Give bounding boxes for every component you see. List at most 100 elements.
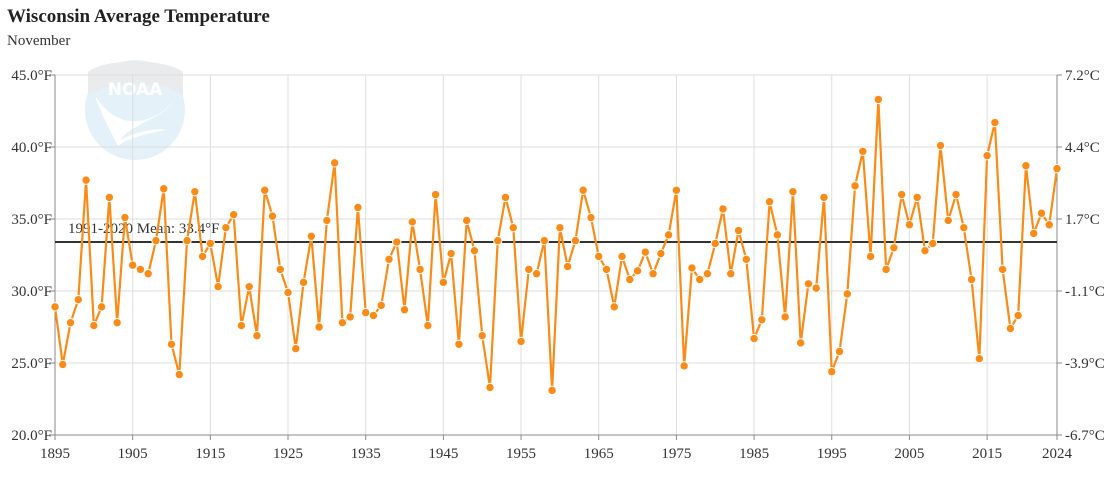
data-point <box>524 264 534 275</box>
data-point <box>1021 161 1031 171</box>
x-tick-label: 1895 <box>40 446 70 462</box>
y-tick-label-left: 40.0°F <box>11 140 52 156</box>
data-point <box>182 235 192 246</box>
data-point <box>858 146 868 157</box>
y-tick-label-left: 25.0°F <box>11 356 52 372</box>
data-point <box>625 274 635 285</box>
data-point <box>197 251 208 262</box>
data-point <box>1028 228 1039 239</box>
data-point <box>671 185 682 195</box>
data-point <box>959 222 969 233</box>
data-point <box>780 312 790 322</box>
data-point <box>120 212 130 223</box>
data-point <box>461 215 472 226</box>
data-point <box>407 217 418 227</box>
data-point <box>415 264 425 275</box>
data-point <box>438 277 449 288</box>
data-point <box>430 189 441 200</box>
data-point <box>205 238 216 249</box>
y-tick-label-left: 30.0°F <box>11 284 52 300</box>
data-point <box>58 359 68 370</box>
data-point <box>275 264 285 275</box>
data-point <box>850 181 860 191</box>
data-point <box>469 245 480 256</box>
data-point <box>819 192 829 203</box>
data-point <box>586 212 596 223</box>
data-point <box>306 231 317 241</box>
data-point <box>687 263 697 273</box>
x-tick-label: 1985 <box>739 446 769 462</box>
data-point <box>260 185 270 195</box>
x-tick-label: 1945 <box>428 446 458 462</box>
x-tick-label: 1905 <box>118 446 148 462</box>
data-point <box>1044 220 1054 230</box>
data-point <box>516 336 526 347</box>
data-point <box>73 294 84 305</box>
data-point <box>159 184 169 194</box>
data-point <box>702 269 713 279</box>
data-point <box>329 158 340 168</box>
data-point <box>143 269 153 279</box>
data-point <box>935 140 946 151</box>
data-point <box>96 302 107 312</box>
temperature-series-line <box>53 98 1059 392</box>
data-point <box>1013 310 1023 321</box>
y-tick-label-right: 4.4°C <box>1065 140 1100 156</box>
data-point <box>345 312 355 322</box>
data-point <box>384 254 394 265</box>
y-tick-label-right: 1.7°C <box>1065 212 1100 228</box>
y-tick-label-left: 35.0°F <box>11 212 52 228</box>
data-point <box>749 333 759 344</box>
data-point <box>337 317 348 328</box>
data-point <box>811 283 821 293</box>
data-point <box>928 238 938 249</box>
data-point <box>764 197 775 207</box>
data-point <box>267 211 278 221</box>
data-point <box>221 222 231 233</box>
data-point <box>112 317 122 328</box>
x-tick-label: 1935 <box>351 446 381 462</box>
data-point <box>190 186 200 197</box>
data-point <box>912 192 922 203</box>
data-point <box>508 222 518 233</box>
data-point <box>617 251 627 262</box>
data-point <box>81 175 91 185</box>
y-tick-label-right: -6.7°C <box>1065 428 1105 444</box>
data-point <box>718 204 728 214</box>
data-point <box>772 230 783 240</box>
data-point <box>990 117 1000 128</box>
data-point <box>1052 163 1062 174</box>
data-point <box>423 320 433 331</box>
data-point <box>127 260 138 270</box>
data-point <box>648 269 658 279</box>
data-point <box>166 339 177 349</box>
data-point <box>663 230 674 240</box>
data-point <box>943 215 953 226</box>
data-point <box>1036 208 1047 218</box>
data-point <box>454 339 464 349</box>
data-point <box>252 330 262 341</box>
x-tick-label: 2024 <box>1042 446 1073 462</box>
data-point <box>632 266 643 276</box>
data-point <box>803 279 814 289</box>
axes: 45.0°F 7.2°C 40.0°F 4.4°C 35.0°F 1.7°C 30.0°F -… <box>11 68 1104 462</box>
data-point <box>500 192 511 203</box>
data-point <box>151 235 161 246</box>
data-point <box>228 209 239 220</box>
data-point <box>865 251 876 262</box>
temperature-points <box>50 94 1062 396</box>
x-tick-label: 2005 <box>894 446 924 462</box>
data-point <box>834 346 845 357</box>
data-point <box>827 366 837 377</box>
x-tick-label: 1925 <box>273 446 303 462</box>
data-point <box>570 235 581 246</box>
data-point <box>733 225 744 236</box>
data-point <box>578 185 588 195</box>
x-tick-label: 1955 <box>506 446 536 462</box>
data-point <box>966 274 977 285</box>
data-point <box>283 287 293 298</box>
data-point <box>951 189 961 200</box>
data-point <box>50 302 60 312</box>
data-point <box>881 264 891 275</box>
